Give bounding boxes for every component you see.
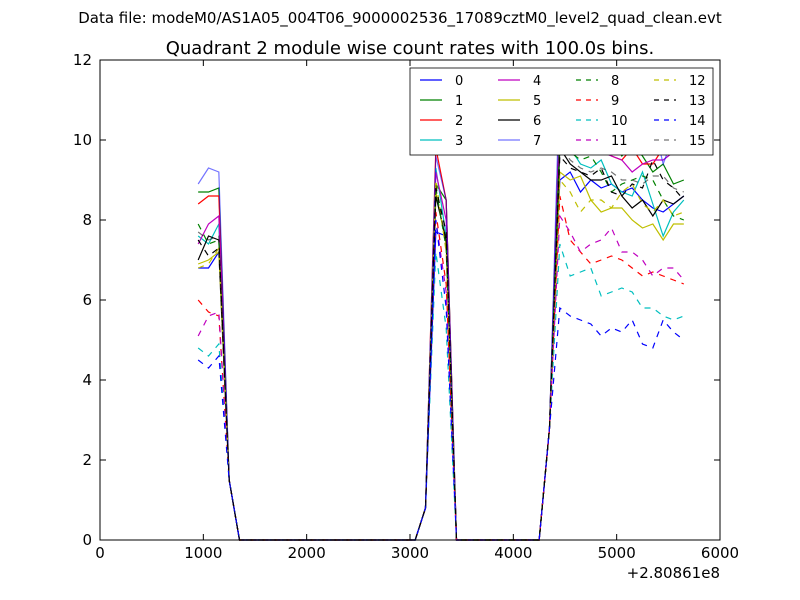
x-tick-label: 3000	[391, 544, 429, 562]
legend-label: 5	[533, 94, 541, 109]
legend-box	[409, 67, 714, 156]
y-tick-label: 8	[82, 211, 92, 229]
legend-label: 2	[455, 114, 463, 129]
series-line-15	[197, 142, 685, 541]
x-tick-label: 1000	[184, 544, 222, 562]
x-tick-label: 4000	[494, 544, 532, 562]
legend-label: 6	[533, 114, 541, 129]
legend-label: 9	[611, 94, 619, 109]
legend-label: 15	[689, 134, 706, 149]
y-tick-label: 2	[82, 451, 92, 469]
chart-title: Quadrant 2 module wise count rates with …	[166, 38, 655, 59]
legend-label: 14	[689, 114, 706, 129]
y-tick-label: 4	[82, 371, 92, 389]
legend-label: 4	[533, 74, 541, 89]
legend-label: 1	[455, 94, 463, 109]
legend-label: 10	[611, 114, 628, 129]
legend-label: 3	[455, 134, 463, 149]
y-tick-label: 6	[82, 291, 92, 309]
y-tick-label: 10	[73, 131, 92, 149]
legend-label: 13	[689, 94, 706, 109]
x-offset-label: +2.80861e8	[627, 564, 720, 582]
legend-label: 7	[533, 134, 541, 149]
x-tick-label: 0	[95, 544, 105, 562]
chart-suptitle: Data file: modeM0/AS1A05_004T06_90000025…	[78, 9, 722, 28]
legend-label: 11	[611, 134, 628, 149]
x-tick-label: 6000	[701, 544, 739, 562]
y-tick-label: 12	[73, 51, 92, 69]
legend-label: 0	[455, 74, 463, 89]
x-tick-label: 2000	[288, 544, 326, 562]
legend-label: 8	[611, 74, 619, 89]
y-tick-label: 0	[82, 531, 92, 549]
x-tick-label: 5000	[598, 544, 636, 562]
legend-label: 12	[689, 74, 706, 89]
